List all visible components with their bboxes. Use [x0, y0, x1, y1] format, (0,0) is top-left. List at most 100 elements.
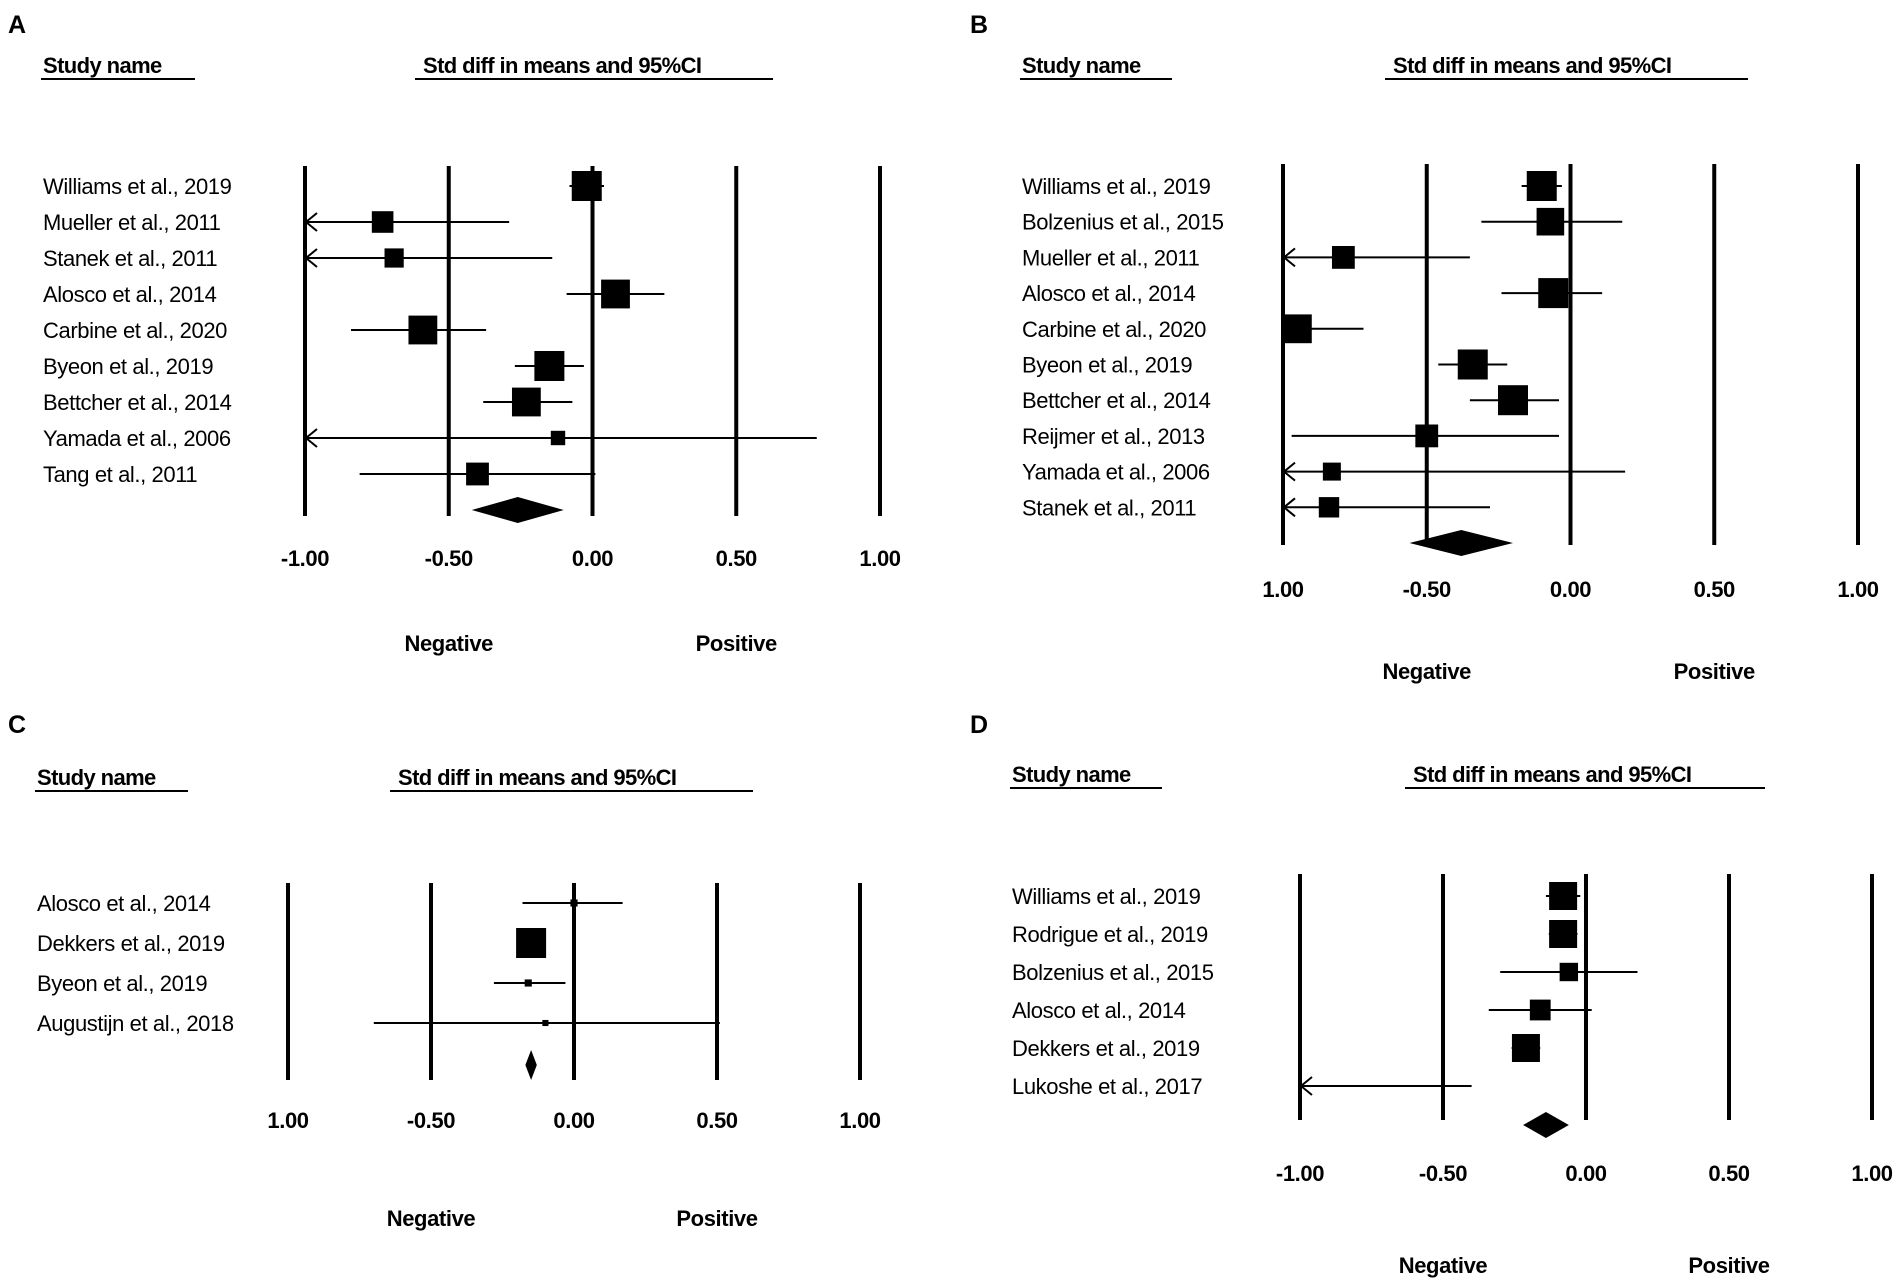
study-name: Byeon et al., 2019 [1022, 353, 1192, 378]
x-tick-label: 1.00 [1837, 577, 1878, 602]
point-estimate-square [516, 928, 547, 958]
negative-label: Negative [1382, 659, 1471, 684]
x-tick-label: 1.00 [859, 546, 900, 571]
study-name: Lukoshe et al., 2017 [1012, 1074, 1202, 1099]
study-name: Dekkers et al., 2019 [37, 931, 225, 956]
x-tick-label: -0.50 [425, 546, 473, 571]
x-tick-label: 0.50 [1694, 577, 1735, 602]
study-name: Bettcher et al., 2014 [1022, 388, 1211, 413]
point-estimate-square [601, 279, 630, 309]
point-estimate-square [384, 248, 404, 268]
study-name: Tang et al., 2011 [43, 462, 197, 487]
positive-label: Positive [1688, 1253, 1769, 1278]
x-tick-label: -0.50 [407, 1108, 455, 1133]
study-name: Bolzenius et al., 2015 [1022, 210, 1224, 235]
point-estimate-square [524, 979, 532, 987]
x-tick-label: 1.00 [1851, 1161, 1892, 1186]
truncation-arrow [1299, 1076, 1313, 1096]
point-estimate-square [1549, 920, 1578, 948]
x-tick-label: -1.00 [1276, 1161, 1324, 1186]
panel-c: C Study name Std diff in means and 95%CI 1.… [8, 711, 881, 1231]
panel-letter: A [8, 11, 26, 39]
study-name: Stanek et al., 2011 [43, 246, 217, 271]
study-name: Carbine et al., 2020 [1022, 317, 1206, 342]
x-tick-label: 0.50 [1708, 1161, 1749, 1186]
panel-letter: B [970, 11, 988, 39]
x-tick-label: 0.00 [572, 546, 613, 571]
x-tick-label: 1.00 [839, 1108, 880, 1133]
point-estimate-square [570, 899, 578, 907]
header-study-name: Study name [37, 765, 156, 790]
point-estimate-square [1322, 462, 1341, 481]
point-estimate-square [571, 171, 602, 201]
positive-label: Positive [1674, 659, 1755, 684]
summary-diamond [1523, 1112, 1569, 1138]
study-name: Bettcher et al., 2014 [43, 390, 232, 415]
point-estimate-square [408, 315, 438, 345]
study-name: Stanek et al., 2011 [1022, 495, 1196, 520]
study-name: Augustijn et al., 2018 [37, 1011, 234, 1036]
point-estimate-square [1538, 278, 1569, 309]
study-name: Mueller et al., 2011 [43, 210, 221, 235]
study-name: Yamada et al., 2006 [43, 426, 231, 451]
positive-label: Positive [696, 631, 777, 656]
study-name: Byeon et al., 2019 [43, 354, 213, 379]
truncation-arrow [1282, 461, 1296, 482]
point-estimate-square [1511, 1034, 1540, 1062]
summary-diamond [1409, 530, 1513, 556]
study-name: Williams et al., 2019 [1012, 884, 1201, 909]
panel-letter: D [970, 711, 988, 739]
point-estimate-square [511, 387, 541, 417]
x-tick-label: 0.50 [716, 546, 757, 571]
x-tick-label: 1.00 [1262, 577, 1303, 602]
summary-diamond [471, 497, 564, 523]
point-estimate-square [466, 462, 489, 486]
study-name: Alosco et al., 2014 [1022, 281, 1196, 306]
study-name: Mueller et al., 2011 [1022, 245, 1200, 270]
study-name: Dekkers et al., 2019 [1012, 1036, 1200, 1061]
panel-b: B Study name Std diff in means and 95%CI 1.… [970, 11, 1879, 684]
point-estimate-square [1331, 246, 1355, 269]
header-study-name: Study name [1022, 53, 1141, 78]
point-estimate-square [550, 430, 566, 446]
point-estimate-square [1282, 314, 1312, 344]
x-tick-label: 0.00 [1550, 577, 1591, 602]
point-estimate-square [1457, 349, 1488, 380]
negative-label: Negative [404, 631, 493, 656]
study-name: Williams et al., 2019 [1022, 174, 1211, 199]
study-name: Alosco et al., 2014 [37, 891, 211, 916]
header-effect-size: Std diff in means and 95%CI [398, 765, 676, 790]
study-name: Reijmer et al., 2013 [1022, 424, 1205, 449]
negative-label: Negative [1399, 1253, 1488, 1278]
panel-a: A Study name Std diff in means and 95%CI -1… [8, 11, 901, 656]
point-estimate-square [371, 211, 394, 233]
study-name: Williams et al., 2019 [43, 174, 232, 199]
study-name: Byeon et al., 2019 [37, 971, 207, 996]
x-tick-label: -0.50 [1403, 577, 1451, 602]
x-tick-label: 0.50 [696, 1108, 737, 1133]
point-estimate-square [1536, 207, 1565, 236]
truncation-arrow [304, 248, 318, 268]
study-name: Bolzenius et al., 2015 [1012, 960, 1214, 985]
point-estimate-square [534, 351, 565, 381]
truncation-arrow [304, 212, 318, 232]
header-effect-size: Std diff in means and 95%CI [1413, 762, 1691, 787]
point-estimate-square [1415, 424, 1439, 448]
truncation-arrow [304, 428, 318, 448]
point-estimate-square [1498, 385, 1528, 416]
x-tick-label: -1.00 [281, 546, 329, 571]
panel-d: D Study name Std diff in means and 95%CI -1… [970, 711, 1893, 1278]
truncation-arrow [1282, 497, 1296, 518]
point-estimate-square [1526, 171, 1557, 201]
header-study-name: Study name [43, 53, 162, 78]
panel-letter: C [8, 711, 26, 739]
study-name: Yamada et al., 2006 [1022, 460, 1210, 485]
study-name: Rodrigue et al., 2019 [1012, 922, 1208, 947]
x-tick-label: 1.00 [267, 1108, 308, 1133]
negative-label: Negative [387, 1206, 476, 1231]
header-study-name: Study name [1012, 762, 1131, 787]
study-name: Alosco et al., 2014 [43, 282, 217, 307]
x-tick-label: 0.00 [553, 1108, 594, 1133]
header-effect-size: Std diff in means and 95%CI [423, 53, 701, 78]
